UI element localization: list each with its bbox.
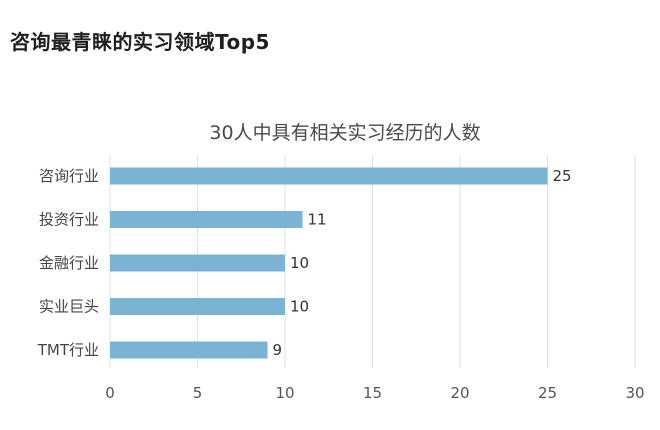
data-label-1: 11	[308, 211, 327, 229]
bar-4	[110, 341, 268, 359]
data-label-4: 9	[273, 341, 283, 359]
bar-1	[110, 211, 303, 228]
bars	[110, 167, 548, 359]
data-label-0: 25	[553, 167, 572, 185]
category-label-4: TMT行业	[37, 341, 99, 359]
x-tick-label-20: 20	[450, 384, 469, 402]
x-tick-label-5: 5	[193, 384, 203, 402]
x-tick-label-30: 30	[625, 384, 644, 402]
x-tick-label-15: 15	[363, 384, 382, 402]
x-axis-ticks: 0 5 10 15 20 25 30	[105, 384, 644, 402]
category-label-0: 咨询行业	[39, 167, 99, 185]
bar-0	[110, 167, 548, 185]
category-label-2: 金融行业	[39, 254, 99, 272]
x-tick-label-10: 10	[275, 384, 294, 402]
bar-3	[110, 298, 285, 315]
category-label-1: 投资行业	[39, 211, 99, 229]
x-tick-label-0: 0	[105, 384, 115, 402]
x-tick-label-25: 25	[538, 384, 557, 402]
chart-title: 30人中具有相关实习经历的人数	[209, 122, 480, 144]
bar-2	[110, 254, 285, 272]
data-label-3: 10	[290, 298, 309, 316]
data-labels: 25 11 10 10 9	[273, 167, 572, 359]
data-label-2: 10	[290, 254, 309, 272]
page-heading: 咨询最青睐的实习领域Top5	[10, 30, 270, 54]
category-label-3: 实业巨头	[39, 298, 99, 316]
